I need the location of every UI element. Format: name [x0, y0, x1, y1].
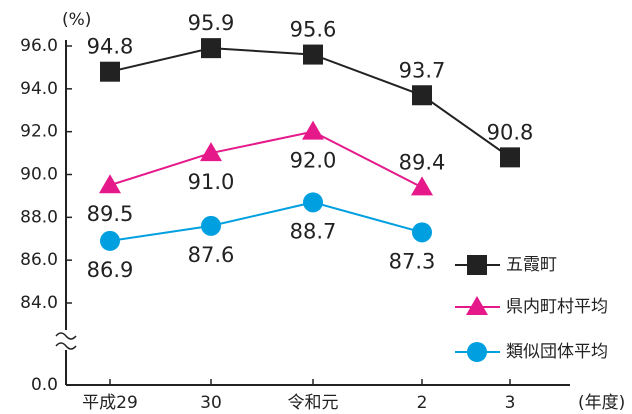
data-label: 89.5 — [87, 202, 134, 226]
marker — [200, 142, 222, 162]
data-label: 95.9 — [188, 11, 235, 35]
data-label: 94.8 — [87, 35, 134, 59]
marker — [412, 222, 432, 243]
marker — [467, 255, 487, 275]
data-label: 86.9 — [87, 258, 134, 282]
marker — [302, 120, 324, 140]
marker — [412, 85, 432, 106]
legend-label: 県内町村平均 — [506, 297, 608, 317]
line — [109, 130, 423, 189]
y-tick-label: 0.0 — [31, 375, 58, 395]
axis-break — [55, 332, 77, 350]
data-label: 90.8 — [487, 120, 534, 144]
marker — [201, 215, 221, 236]
x-tick-label: 30 — [200, 393, 222, 413]
marker — [99, 174, 121, 194]
line — [109, 201, 423, 242]
x-tick-label: 平成29 — [82, 393, 138, 413]
data-label: 95.6 — [290, 18, 337, 42]
marker — [100, 230, 120, 251]
x-tick-label: 3 — [505, 393, 516, 413]
data-label: 93.7 — [399, 58, 446, 82]
marker — [303, 44, 323, 65]
data-label: 92.0 — [290, 149, 337, 173]
legend-label: 五霞町 — [506, 255, 557, 275]
marker — [303, 192, 323, 213]
marker — [500, 147, 520, 168]
y-tick-label: 96.0 — [20, 36, 58, 56]
data-label: 89.4 — [399, 150, 446, 174]
x-tick-label: 令和元 — [288, 393, 339, 413]
y-tick-label: 90.0 — [20, 165, 58, 185]
marker — [411, 176, 433, 196]
y-tick-label: 84.0 — [20, 293, 58, 313]
y-tick-label: 92.0 — [20, 122, 58, 142]
x-tick-label: 2 — [417, 393, 428, 413]
y-tick-label: 88.0 — [20, 207, 58, 227]
marker — [466, 296, 488, 315]
data-label: 87.6 — [188, 243, 235, 267]
data-label: 87.3 — [389, 249, 436, 273]
legend-label: 類似団体平均 — [506, 342, 608, 362]
y-tick-label: 86.0 — [20, 250, 58, 270]
marker — [467, 342, 487, 362]
y-axis-label: (%) — [62, 10, 91, 30]
y-tick-label: 94.0 — [20, 79, 58, 99]
data-label: 88.7 — [290, 219, 337, 243]
marker — [201, 38, 221, 59]
data-label: 91.0 — [188, 170, 235, 194]
marker — [100, 61, 120, 82]
x-axis-label: (年度) — [578, 393, 625, 413]
